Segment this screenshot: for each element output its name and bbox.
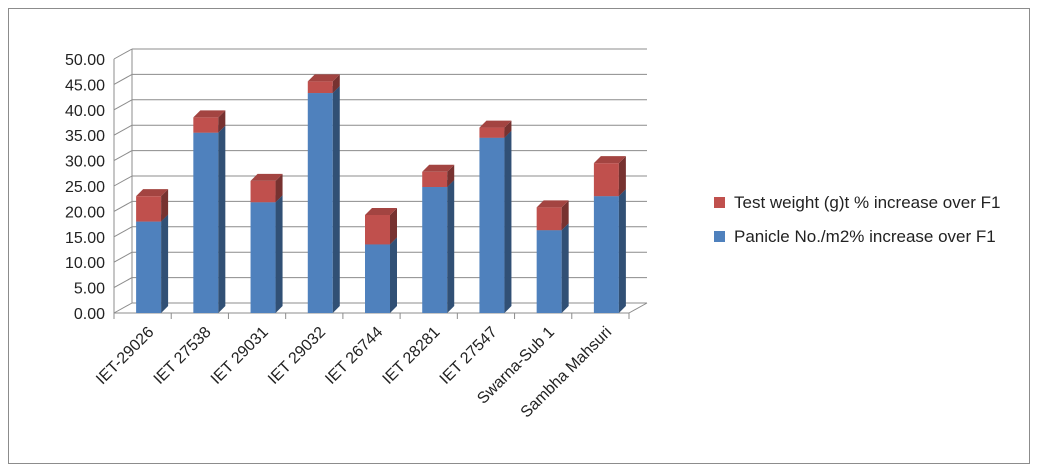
bar-panicle (365, 244, 390, 313)
bar-side (275, 173, 283, 203)
bar-side (390, 237, 397, 313)
legend-swatch-test-weight (714, 197, 725, 208)
bar-top (307, 74, 340, 82)
gridline-depth (113, 175, 133, 187)
x-tick-label: IET 29032 (265, 324, 329, 388)
bar-top (136, 189, 169, 197)
bar-test-weight (307, 81, 333, 94)
bar-side (332, 74, 340, 94)
x-tick-label: IET 27538 (151, 324, 215, 388)
gridline-depth (113, 277, 133, 289)
bar-top (536, 200, 569, 208)
bar-side (447, 164, 455, 188)
bar-test-weight (593, 163, 619, 197)
bar-test-weight (365, 214, 390, 245)
y-tick-label: 10.00 (65, 255, 105, 272)
bar-top (250, 173, 283, 181)
bar-side (447, 180, 455, 313)
bar-panicle (536, 230, 562, 313)
y-tick-label: 25.00 (65, 179, 105, 196)
bar-top (365, 207, 397, 215)
bar-panicle (422, 187, 448, 313)
y-tick-label: 15.00 (65, 230, 105, 247)
y-tick-label: 0.00 (74, 306, 105, 323)
bar-top (479, 120, 512, 128)
legend-label-test-weight: Test weight (g)t % increase over F1 (734, 193, 1001, 212)
y-tick-label: 40.00 (65, 103, 105, 120)
bar-test-weight (422, 171, 448, 188)
legend-item-test-weight: Test weight (g)t % increase over F1 (714, 192, 1039, 214)
bar-test-weight (536, 207, 562, 231)
stacked-bar-chart: 0.00 5.00 10.00 15.00 20.00 25.00 30.00 35.00 40… (65, 48, 648, 421)
gridline-depth (113, 99, 133, 111)
bar-panicle (307, 93, 333, 313)
bar-side (332, 86, 340, 313)
y-tick-label: 5.00 (74, 281, 105, 298)
gridline-depth (113, 48, 133, 60)
gridline-depth (113, 302, 133, 314)
gridline-depth (113, 124, 133, 136)
bar-side (218, 110, 226, 133)
bar-side (161, 214, 169, 313)
bar-panicle (593, 196, 619, 313)
bar-side (618, 189, 626, 313)
x-tick-label: IET 29031 (208, 324, 272, 388)
bar-side (504, 130, 512, 313)
gridline-depth (113, 251, 133, 263)
bar-side (504, 120, 512, 138)
y-tick-label: 35.00 (65, 128, 105, 145)
bar-panicle (193, 132, 219, 313)
bar-test-weight (479, 127, 505, 138)
legend-label-panicle: Panicle No./m2% increase over F1 (734, 227, 996, 246)
chart-frame: 0.00 5.00 10.00 15.00 20.00 25.00 30.00 35.00 40… (8, 8, 1030, 464)
legend-swatch-panicle (714, 231, 725, 242)
x-tick-label: IET 26744 (322, 324, 386, 388)
bar-test-weight (193, 117, 219, 133)
gridline-depth (113, 200, 133, 212)
bar-test-weight (250, 180, 276, 203)
bar-side (618, 156, 626, 197)
bar-test-weight (136, 196, 162, 222)
bar-top (593, 156, 626, 164)
bar-side (275, 195, 283, 313)
legend: Test weight (g)t % increase over F1 Pani… (714, 192, 1039, 260)
gridline-depth (113, 150, 133, 162)
bar-side (390, 207, 397, 245)
y-tick-label: 30.00 (65, 154, 105, 171)
x-tick-label: IET 28281 (380, 324, 444, 388)
y-tick-label: 20.00 (65, 204, 105, 221)
gridline-depth (113, 226, 133, 238)
bar-top (422, 164, 455, 172)
bar-side (561, 200, 569, 231)
bar-panicle (479, 137, 505, 313)
bar-side (561, 223, 569, 313)
legend-item-panicle: Panicle No./m2% increase over F1 (714, 226, 1039, 248)
bar-top (193, 110, 226, 118)
bar-panicle (136, 221, 162, 313)
bar-side (218, 125, 226, 313)
y-tick-label: 50.00 (65, 52, 105, 69)
bar-side (161, 189, 169, 222)
bar-panicle (250, 202, 276, 313)
floor-edge (628, 302, 648, 314)
gridline-depth (113, 73, 133, 85)
x-tick-label: IET-29026 (93, 324, 157, 388)
y-tick-label: 45.00 (65, 77, 105, 94)
